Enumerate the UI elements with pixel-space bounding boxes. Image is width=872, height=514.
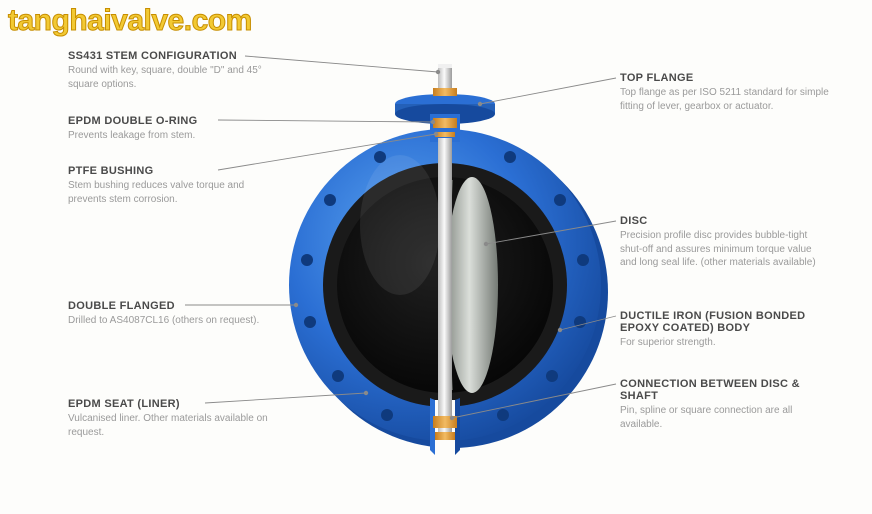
callout-desc: Top flange as per ISO 5211 standard for …	[620, 86, 830, 113]
callout-stem: SS431 STEM CONFIGURATION Round with key,…	[68, 50, 278, 91]
callout-title: SS431 STEM CONFIGURATION	[68, 50, 278, 62]
valve-illustration	[280, 60, 610, 460]
callout-desc: Drilled to AS4087CL16 (others on request…	[68, 314, 259, 328]
callout-desc: For superior strength.	[620, 336, 830, 350]
callout-desc: Pin, spline or square connection are all…	[620, 404, 830, 431]
callout-topflange: TOP FLANGE Top flange as per ISO 5211 st…	[620, 72, 830, 113]
watermark-text: tanghaivalve.com	[8, 4, 252, 38]
callout-title: DISC	[620, 215, 830, 227]
callout-title: DOUBLE FLANGED	[68, 300, 259, 312]
callout-title: TOP FLANGE	[620, 72, 830, 84]
callout-seat: EPDM SEAT (LINER) Vulcanised liner. Othe…	[68, 398, 278, 439]
callout-flanged: DOUBLE FLANGED Drilled to AS4087CL16 (ot…	[68, 300, 259, 328]
callout-desc: Stem bushing reduces valve torque and pr…	[68, 179, 278, 206]
callout-connection: CONNECTION BETWEEN DISC & SHAFT Pin, spl…	[620, 378, 830, 431]
callout-desc: Precision profile disc provides bubble-t…	[620, 229, 830, 270]
callout-desc: Round with key, square, double "D" and 4…	[68, 64, 278, 91]
callout-body: DUCTILE IRON (FUSION BONDED EPOXY COATED…	[620, 310, 830, 350]
callout-title: DUCTILE IRON (FUSION BONDED EPOXY COATED…	[620, 310, 830, 334]
callout-bushing: PTFE BUSHING Stem bushing reduces valve …	[68, 165, 278, 206]
callout-title: CONNECTION BETWEEN DISC & SHAFT	[620, 378, 830, 402]
callout-title: EPDM SEAT (LINER)	[68, 398, 278, 410]
callout-oring: EPDM DOUBLE O-RING Prevents leakage from…	[68, 115, 197, 143]
callout-desc: Vulcanised liner. Other materials availa…	[68, 412, 278, 439]
callout-title: EPDM DOUBLE O-RING	[68, 115, 197, 127]
callout-desc: Prevents leakage from stem.	[68, 129, 197, 143]
callout-title: PTFE BUSHING	[68, 165, 278, 177]
callout-disc: DISC Precision profile disc provides bub…	[620, 215, 830, 270]
